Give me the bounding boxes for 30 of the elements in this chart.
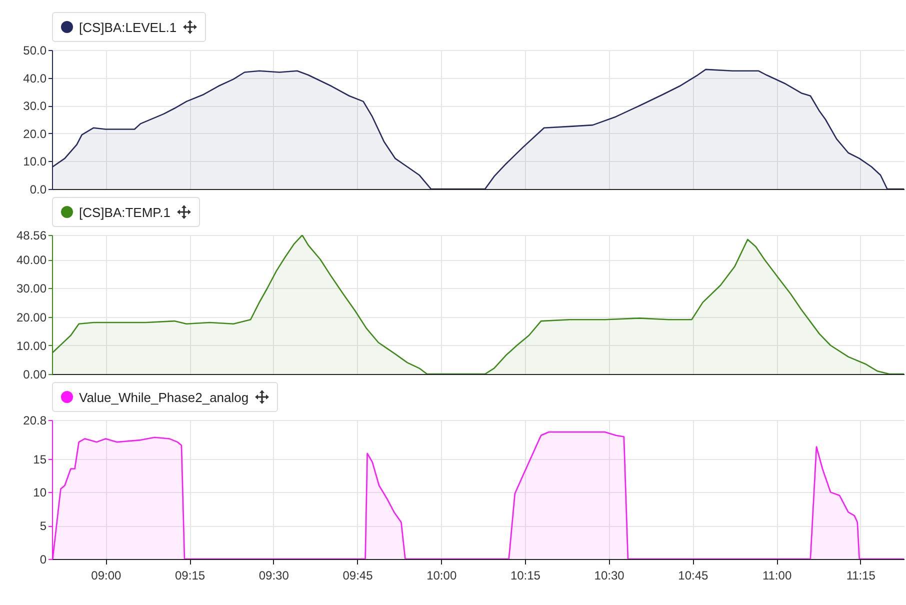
y-tick-label: 5	[40, 519, 47, 534]
x-tick-label: 11:00	[762, 568, 792, 582]
y-tick-label: 40.0	[23, 71, 47, 86]
x-tick-label: 10:45	[678, 568, 709, 582]
x-tick-label: 10:00	[426, 568, 457, 582]
x-tick-label: 10:15	[510, 568, 541, 582]
y-tick-label: 20.00	[16, 310, 47, 324]
legend-label: [CS]BA:TEMP.1	[79, 204, 171, 220]
y-tick-label: 0.0	[30, 182, 47, 196]
y-tick-label: 0	[40, 552, 47, 566]
x-tick-label: 09:00	[91, 568, 122, 582]
y-tick-label: 30.0	[23, 99, 47, 114]
y-tick-label: 30.00	[16, 282, 47, 296]
y-tick-label: 10.0	[23, 154, 47, 169]
x-tick-label: 09:15	[175, 568, 206, 582]
y-tick-label: 48.56	[16, 228, 47, 242]
y-tick-label: 10	[33, 486, 47, 500]
y-tick-label: 20.8	[23, 414, 47, 428]
x-tick-label: 09:30	[258, 568, 290, 582]
x-tick-label: 11:15	[846, 568, 876, 582]
x-tick-label: 09:45	[342, 568, 374, 582]
y-tick-label: 50.0	[23, 44, 47, 58]
y-tick-label: 40.00	[16, 253, 47, 267]
legend-label: Value_While_Phase2_analog	[79, 390, 249, 404]
y-tick-label: 15	[33, 452, 47, 466]
y-tick-label: 20.0	[23, 126, 47, 141]
legend-label: [CS]BA:LEVEL.1	[79, 20, 177, 34]
y-tick-label: 0.00	[23, 368, 47, 382]
y-tick-label: 10.00	[16, 338, 47, 353]
x-tick-label: 10:30	[594, 568, 625, 582]
